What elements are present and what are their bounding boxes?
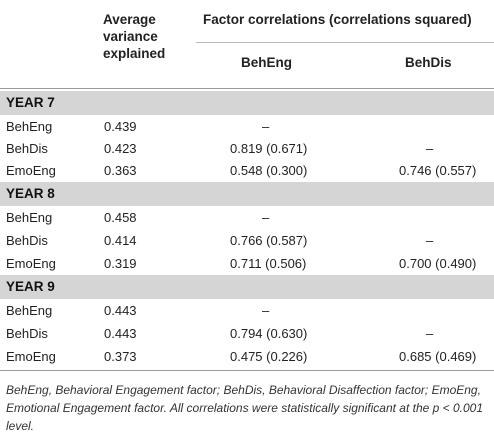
row-name: BehDis [6, 233, 48, 248]
row-name: BehDis [6, 141, 48, 156]
year-label: YEAR 7 [6, 95, 55, 110]
ave-value: 0.363 [104, 163, 137, 178]
behdis-corr: 0.700 (0.490) [399, 256, 477, 271]
table-row: BehDis 0.423 0.819 (0.671) – [0, 137, 494, 161]
table-row: BehDis 0.414 0.766 (0.587) – [0, 229, 494, 253]
ave-value: 0.319 [104, 256, 137, 271]
ave-value: 0.458 [104, 210, 137, 225]
table-footnote: BehEng, Behavioral Engagement factor; Be… [6, 383, 484, 433]
header-subdivider [196, 42, 494, 43]
factor-correlations-header: Factor correlations (correlations square… [203, 12, 472, 27]
behdis-corr: 0.685 (0.469) [399, 349, 477, 364]
row-name: BehEng [6, 119, 53, 134]
ave-column-header: Average variance explained [103, 12, 166, 61]
behdis-corr: – [426, 141, 434, 156]
behdis-corr: – [426, 233, 434, 248]
row-name: EmoEng [6, 163, 56, 178]
beheng-corr: 0.711 (0.506) [230, 256, 307, 271]
row-name: EmoEng [6, 256, 56, 271]
beheng-corr: 0.819 (0.671) [230, 141, 308, 156]
beheng-corr: – [262, 303, 270, 318]
table-row: BehDis 0.443 0.794 (0.630) – [0, 322, 494, 346]
beheng-corr: 0.794 (0.630) [230, 326, 308, 341]
year-label: YEAR 9 [6, 279, 55, 294]
year-7-band: YEAR 7 [0, 91, 494, 115]
table-row: EmoEng 0.319 0.711 (0.506) 0.700 (0.490) [0, 252, 494, 276]
table-row: BehEng 0.458 – [0, 206, 494, 230]
table-bottom-rule [0, 370, 494, 371]
behdis-corr: 0.746 (0.557) [399, 163, 477, 178]
header-bottom-rule [0, 88, 494, 89]
row-name: BehDis [6, 326, 48, 341]
table-row: EmoEng 0.373 0.475 (0.226) 0.685 (0.469) [0, 345, 494, 369]
ave-value: 0.373 [104, 349, 137, 364]
behdis-column-header: BehDis [405, 55, 452, 70]
beheng-corr: 0.766 (0.587) [230, 233, 308, 248]
ave-value: 0.423 [104, 141, 137, 156]
beheng-corr: 0.548 (0.300) [230, 163, 308, 178]
ave-value: 0.414 [104, 233, 137, 248]
row-name: BehEng [6, 210, 53, 225]
ave-value: 0.439 [104, 119, 137, 134]
behdis-corr: – [426, 326, 434, 341]
beheng-corr: – [262, 119, 270, 134]
beheng-column-header: BehEng [241, 55, 293, 70]
table-row: EmoEng 0.363 0.548 (0.300) 0.746 (0.557) [0, 159, 494, 183]
table-row: BehEng 0.439 – [0, 115, 494, 139]
row-name: BehEng [6, 303, 53, 318]
beheng-corr: 0.475 (0.226) [230, 349, 308, 364]
year-9-band: YEAR 9 [0, 275, 494, 299]
year-label: YEAR 8 [6, 186, 55, 201]
beheng-corr: – [262, 210, 270, 225]
table-row: BehEng 0.443 – [0, 299, 494, 323]
year-8-band: YEAR 8 [0, 182, 494, 206]
row-name: EmoEng [6, 349, 56, 364]
ave-value: 0.443 [104, 303, 137, 318]
ave-value: 0.443 [104, 326, 137, 341]
